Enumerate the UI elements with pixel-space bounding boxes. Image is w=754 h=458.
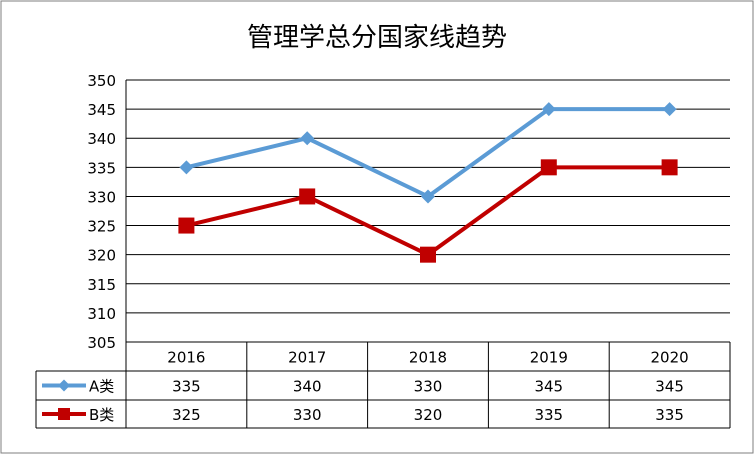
x-category-label: 2020 xyxy=(651,349,689,367)
y-tick-label: 350 xyxy=(87,72,116,90)
data-point xyxy=(421,189,435,204)
y-tick-label: 340 xyxy=(87,130,116,148)
table-value: 340 xyxy=(293,378,322,396)
table-value: 330 xyxy=(293,406,322,424)
table-value: 345 xyxy=(655,378,684,396)
table-value: 320 xyxy=(414,406,443,424)
y-tick-label: 345 xyxy=(87,101,116,119)
table-value: 335 xyxy=(172,378,201,396)
legend-key-marker xyxy=(58,408,70,420)
legend-label: A类 xyxy=(89,378,114,396)
chart-title: 管理学总分国家线趋势 xyxy=(247,23,507,53)
x-category-label: 2017 xyxy=(288,349,326,367)
table-value: 335 xyxy=(534,406,563,424)
y-tick-label: 320 xyxy=(87,247,116,265)
data-point xyxy=(540,159,557,176)
y-axis-ticks: 350 345 340 335 330 325 320 315 310 305 xyxy=(87,72,116,352)
series-layer xyxy=(178,102,678,263)
data-point xyxy=(299,188,316,205)
table-value: 330 xyxy=(414,378,443,396)
y-tick-label: 315 xyxy=(87,276,116,294)
x-category-label: 2018 xyxy=(409,349,447,367)
x-category-label: 2016 xyxy=(167,349,205,367)
data-point xyxy=(179,160,194,175)
table-value: 325 xyxy=(172,406,201,424)
y-tick-label: 325 xyxy=(87,218,116,236)
y-tick-label: 330 xyxy=(87,188,116,206)
data-point xyxy=(662,102,677,117)
y-tick-label: 305 xyxy=(87,334,116,352)
data-point xyxy=(541,102,556,117)
y-tick-label: 310 xyxy=(87,305,116,323)
table-value: 335 xyxy=(655,406,684,424)
x-category-label: 2019 xyxy=(530,349,568,367)
table-value: 345 xyxy=(534,378,563,396)
data-point xyxy=(661,159,678,176)
data-point xyxy=(420,246,436,263)
y-tick-label: 335 xyxy=(87,159,116,177)
data-point xyxy=(300,131,315,146)
legend-key-marker xyxy=(58,379,70,392)
data-point xyxy=(178,217,195,234)
data-table: 2016 2017 2018 2019 2020 335 340 330 345 345 A类 325… xyxy=(35,341,731,429)
legend-label: B类 xyxy=(89,406,114,424)
